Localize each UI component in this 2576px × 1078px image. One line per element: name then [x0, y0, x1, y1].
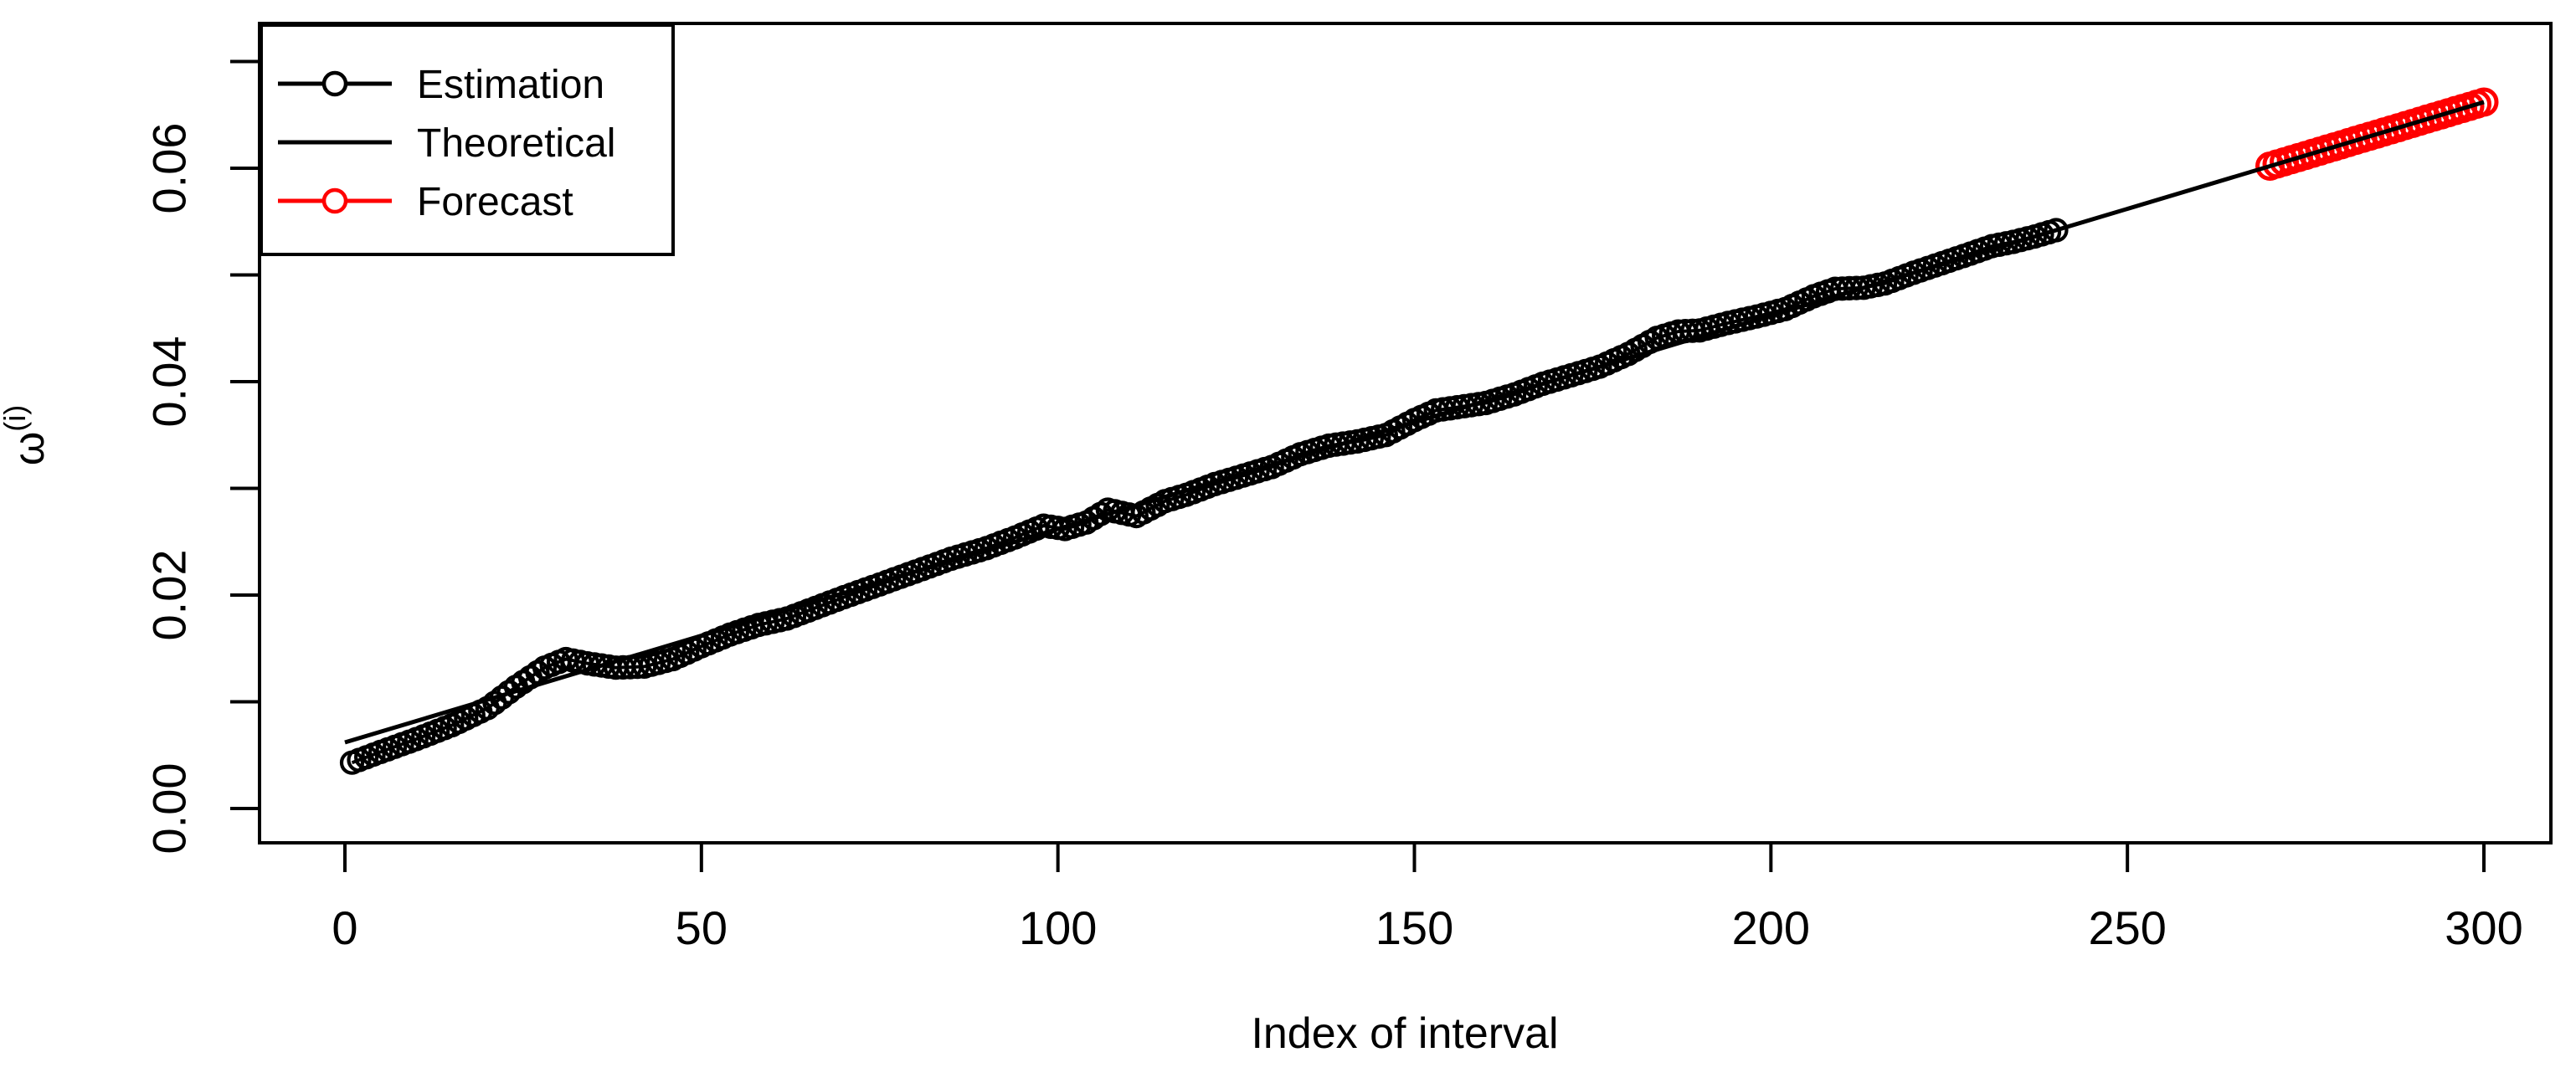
x-tick-label: 100	[1019, 901, 1097, 954]
legend-item-estimation: Estimation	[278, 63, 604, 107]
theoretical-line	[344, 100, 2485, 745]
y-axis-title-superscript: (i)	[0, 405, 32, 432]
y-tick-label: 0.04	[143, 336, 196, 428]
legend: Estimation Theoretical Forecast	[260, 23, 675, 256]
x-tick-label: 300	[2445, 901, 2522, 954]
legend-label-forecast: Forecast	[417, 180, 573, 224]
legend-box	[260, 23, 675, 256]
y-tick-label: 0.02	[143, 550, 196, 641]
x-tick-label: 150	[1375, 901, 1453, 954]
forecast-circle-icon	[321, 187, 348, 214]
x-tick-label: 200	[1732, 901, 1810, 954]
forecast-point	[2469, 87, 2499, 117]
y-tick-label: 0.06	[143, 123, 196, 214]
y-axis-title-base: ω	[5, 432, 54, 466]
x-tick-label: 250	[2088, 901, 2166, 954]
x-tick-label: 0	[332, 901, 357, 954]
y-axis: 0.00 0.02 0.04 0.06	[143, 59, 260, 855]
legend-label-estimation: Estimation	[417, 63, 604, 107]
y-tick-label: 0.00	[143, 763, 196, 855]
legend-label-theoretical: Theoretical	[417, 121, 615, 166]
legend-item-theoretical: Theoretical	[278, 121, 615, 166]
theoretical-line-path	[344, 100, 2485, 745]
estimation-point	[2044, 218, 2069, 243]
plot-frame	[258, 22, 2553, 844]
x-axis-title: Index of interval	[1251, 1009, 1558, 1058]
x-axis: 0 50 100 150 200 250 300	[332, 843, 2523, 954]
y-axis-title: ω(i)	[0, 405, 54, 466]
legend-item-forecast: Forecast	[278, 180, 573, 224]
estimation-circle-icon	[321, 70, 348, 97]
x-tick-label: 50	[676, 901, 728, 954]
